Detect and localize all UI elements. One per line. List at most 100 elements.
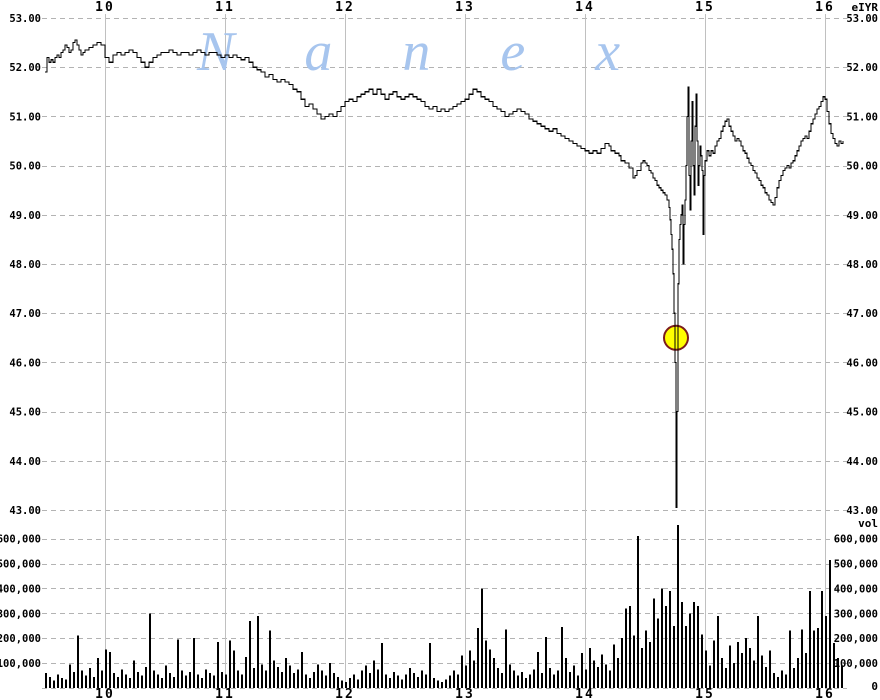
volume-bar [569,671,571,688]
hour-label-top: 11 [215,0,235,15]
volume-bar [533,669,535,688]
volume-bar [229,640,231,688]
volume-bar [657,618,659,688]
volume-bar [325,675,327,688]
volume-bar [97,658,99,688]
volume-bar [285,658,287,688]
price-axis-label-right: 47.00 [846,308,878,320]
volume-bar [73,671,75,688]
volume-bar [153,670,155,688]
volume-bar [465,665,467,688]
volume-bar [441,681,443,688]
volume-bar [453,670,455,688]
volume-bar [837,658,839,688]
volume-bar [321,670,323,688]
volume-bar [781,670,783,688]
volume-bar [425,674,427,688]
hour-label-top: 16 [815,0,835,15]
volume-bar [589,648,591,688]
volume-bar [537,651,539,688]
volume-bar [457,674,459,688]
price-axis-label-left: 51.00 [9,111,41,123]
volume-bar [549,668,551,688]
volume-bar [753,660,755,688]
volume-bar [349,678,351,688]
ticker-symbol: eIYR [851,1,879,14]
volume-bar [181,670,183,688]
volume-bar [809,590,811,688]
volume-bar [605,664,607,688]
volume-bar [253,668,255,688]
volume-bar [813,630,815,688]
volume-bar [721,658,723,688]
volume-axis-label-left: 500,000 [0,559,41,571]
volume-bar [513,670,515,688]
volume-bar [585,669,587,688]
volume-bar [137,671,139,688]
volume-bar [661,588,663,688]
volume-bar [477,628,479,688]
volume-bar [481,588,483,688]
volume-bar [429,643,431,688]
volume-axis-label-left: 400,000 [0,583,41,595]
volume-bar [637,536,639,688]
volume-bar [593,660,595,688]
hour-label-bottom: 16 [815,687,835,700]
volume-bar [761,655,763,688]
volume-bar [149,613,151,688]
volume-bar [821,590,823,688]
volume-bar [489,649,491,688]
price-line [45,39,844,509]
volume-bar [717,615,719,688]
volume-bar [705,650,707,688]
volume-bar [461,655,463,688]
hour-label-bottom: 13 [455,687,475,700]
volume-bar [201,678,203,688]
volume-bar [497,668,499,688]
volume-bar [217,641,219,688]
hour-label-bottom: 11 [215,687,235,700]
watermark-text: Nanex [196,21,690,83]
volume-bar [405,674,407,688]
volume-bar [685,625,687,688]
volume-bar [749,648,751,688]
volume-bar [681,602,683,688]
price-axis-label-right: 49.00 [846,210,878,222]
volume-bar [85,675,87,688]
volume-bar [745,638,747,688]
volume-bar [245,656,247,688]
volume-bar [101,670,103,688]
volume-bar [581,653,583,688]
volume-bar [445,679,447,688]
volume-bar [333,673,335,688]
volume-bar [573,665,575,688]
volume-bar [381,643,383,688]
volume-bar [185,675,187,688]
volume-bar [713,640,715,688]
volume-bar [473,660,475,688]
volume-bar [401,679,403,688]
volume-bar [157,674,159,688]
volume-bar [409,668,411,688]
volume-bar [613,644,615,688]
volume-bar [697,605,699,688]
volume-bar [577,675,579,688]
volume-bar [329,663,331,688]
volume-bar [81,670,83,688]
volume-bar [53,680,55,688]
volume-bar [557,670,559,688]
volume-bar [633,635,635,688]
price-axis-label-left: 53.00 [9,13,41,25]
price-axis-label-left: 44.00 [9,456,41,468]
volume-bar [597,666,599,688]
volume-bar [173,676,175,688]
volume-bar [233,650,235,688]
volume-bar [165,665,167,688]
volume-bar [189,671,191,688]
hour-label-bottom: 15 [695,687,715,700]
volume-bar [517,675,519,688]
volume-bar [89,668,91,688]
volume-bar [93,676,95,688]
volume-bar [373,660,375,688]
